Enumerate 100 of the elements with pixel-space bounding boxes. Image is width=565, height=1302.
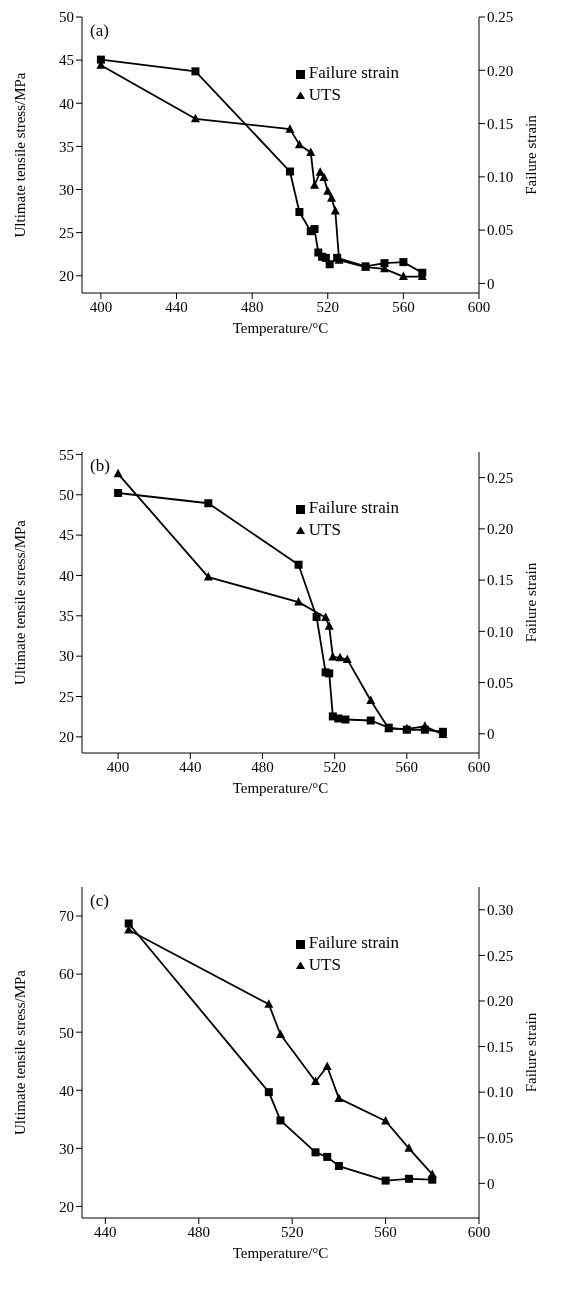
point bbox=[330, 206, 340, 215]
point bbox=[323, 186, 333, 195]
point bbox=[380, 259, 389, 268]
point bbox=[325, 669, 334, 678]
point bbox=[285, 167, 294, 176]
y-tick-label: 30 bbox=[59, 1140, 74, 1157]
x-tick-label: 560 bbox=[374, 1223, 397, 1240]
legend-label: Failure strain bbox=[308, 498, 399, 517]
point bbox=[310, 225, 319, 234]
point bbox=[323, 1152, 332, 1161]
point bbox=[366, 695, 376, 705]
point bbox=[294, 139, 304, 149]
annotation: (c) bbox=[90, 891, 109, 911]
y2-tick-label: 0.05 bbox=[487, 674, 514, 691]
point bbox=[335, 652, 345, 662]
y-tick-label: 50 bbox=[59, 9, 74, 26]
point bbox=[342, 654, 352, 663]
x-axis-title: Temperature/°C bbox=[232, 320, 329, 336]
point bbox=[96, 55, 105, 64]
y2-tick-label: 0.20 bbox=[487, 521, 514, 538]
point bbox=[311, 1076, 321, 1086]
point bbox=[334, 1162, 343, 1171]
point bbox=[310, 180, 320, 189]
y2-axis-title: Failure strain bbox=[523, 562, 540, 643]
legend-label: Failure strain bbox=[308, 63, 399, 82]
annotation: (a) bbox=[90, 21, 109, 41]
y-tick-label: 25 bbox=[59, 224, 74, 241]
y-tick-label: 35 bbox=[59, 608, 74, 625]
y2-tick-label: 0 bbox=[487, 275, 495, 292]
point bbox=[124, 919, 133, 928]
y-tick-label: 35 bbox=[59, 138, 74, 155]
y2-tick-label: 0 bbox=[487, 726, 495, 743]
point bbox=[295, 208, 304, 217]
y2-tick-label: 0.20 bbox=[487, 993, 514, 1010]
x-tick-label: 440 bbox=[165, 298, 188, 315]
y2-tick-label: 0.15 bbox=[487, 1038, 514, 1055]
x-tick-label: 560 bbox=[392, 298, 415, 315]
point bbox=[294, 597, 304, 606]
x-tick-label: 480 bbox=[240, 298, 264, 315]
y-tick-label: 70 bbox=[59, 908, 74, 925]
point bbox=[418, 268, 427, 277]
point bbox=[311, 1148, 320, 1157]
x-tick-label: 440 bbox=[94, 1223, 117, 1240]
legend-label: Failure strain bbox=[308, 933, 399, 952]
x-tick-label: 600 bbox=[467, 298, 491, 315]
y-axis-title: Ultimate tensile stress/MPa bbox=[12, 519, 29, 685]
x-tick-label: 560 bbox=[395, 758, 419, 775]
point bbox=[203, 572, 213, 581]
point bbox=[384, 723, 393, 732]
point bbox=[321, 612, 331, 621]
y-tick-label: 25 bbox=[59, 688, 74, 705]
y2-tick-label: 0.25 bbox=[487, 469, 514, 486]
y2-tick-label: 0.30 bbox=[487, 902, 514, 919]
point bbox=[306, 147, 316, 156]
y-axis-title: Ultimate tensile stress/MPa bbox=[12, 72, 29, 238]
y2-tick-label: 0.15 bbox=[487, 115, 514, 132]
x-axis-title: Temperature/°C bbox=[232, 1245, 329, 1261]
y-tick-label: 30 bbox=[59, 648, 74, 665]
point bbox=[381, 1176, 390, 1185]
point bbox=[276, 1116, 285, 1125]
y2-tick-label: 0 bbox=[487, 1175, 495, 1192]
x-tick-label: 400 bbox=[106, 758, 130, 775]
point bbox=[191, 67, 200, 76]
x-tick-label: 480 bbox=[187, 1223, 211, 1240]
y2-tick-label: 0.25 bbox=[487, 947, 514, 964]
x-tick-label: 440 bbox=[179, 758, 202, 775]
y-tick-label: 40 bbox=[59, 567, 74, 584]
point bbox=[322, 1061, 332, 1070]
y-tick-label: 60 bbox=[59, 966, 74, 983]
y-axis-title: Ultimate tensile stress/MPa bbox=[12, 969, 29, 1135]
point bbox=[114, 488, 123, 497]
point bbox=[404, 1143, 414, 1152]
point bbox=[327, 193, 337, 202]
point bbox=[319, 172, 329, 181]
point bbox=[264, 1088, 273, 1097]
point bbox=[420, 725, 429, 734]
point bbox=[324, 621, 334, 630]
y2-axis-title: Failure strain bbox=[523, 1012, 540, 1093]
legend-label: UTS bbox=[308, 520, 341, 539]
y2-tick-label: 0.05 bbox=[487, 222, 514, 239]
y-tick-label: 20 bbox=[59, 268, 74, 285]
y2-tick-label: 0.10 bbox=[487, 169, 514, 186]
x-tick-label: 520 bbox=[323, 758, 346, 775]
y2-tick-label: 0.15 bbox=[487, 572, 514, 589]
point bbox=[428, 1175, 437, 1184]
point bbox=[312, 613, 321, 621]
x-tick-label: 520 bbox=[280, 1223, 304, 1240]
point bbox=[294, 560, 303, 569]
y-tick-label: 20 bbox=[59, 729, 74, 746]
point bbox=[190, 113, 200, 123]
point bbox=[404, 1174, 413, 1183]
y2-tick-label: 0.10 bbox=[487, 623, 514, 640]
y-tick-label: 55 bbox=[59, 446, 74, 463]
x-tick-label: 400 bbox=[89, 298, 113, 315]
point bbox=[325, 260, 334, 269]
y2-axis-title: Failure strain bbox=[523, 114, 540, 195]
y-tick-label: 45 bbox=[59, 527, 74, 544]
point bbox=[341, 715, 350, 724]
y-tick-label: 45 bbox=[59, 52, 74, 69]
y-tick-label: 50 bbox=[59, 487, 74, 504]
